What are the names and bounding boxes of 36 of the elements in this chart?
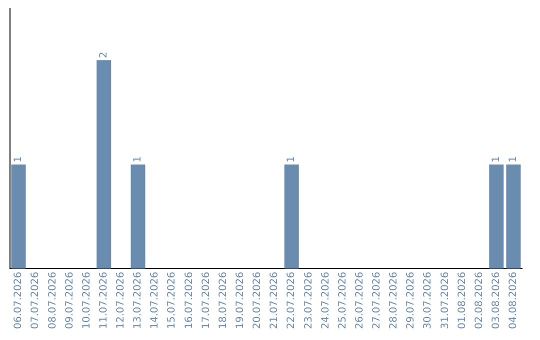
x-tick-label: 19.07.2026 xyxy=(234,272,246,330)
x-tick-label: 30.07.2026 xyxy=(422,272,434,330)
x-tick-label: 06.07.2026 xyxy=(13,272,24,330)
data-label: 1 xyxy=(490,156,502,162)
x-tick-label: 02.08.2026 xyxy=(474,272,485,330)
x-tick-label: 23.07.2026 xyxy=(303,272,314,330)
x-tick-label: 07.07.2026 xyxy=(30,272,42,330)
x-tick-label: 03.08.2026 xyxy=(490,272,502,330)
data-label: 2 xyxy=(98,52,110,58)
x-tick-label: 31.07.2026 xyxy=(440,272,451,330)
x-tick-label: 01.08.2026 xyxy=(456,272,468,330)
data-label: 1 xyxy=(13,156,24,162)
data-label: 1 xyxy=(508,156,520,162)
x-tick-label: 04.08.2026 xyxy=(508,272,520,330)
x-tick-label: 29.07.2026 xyxy=(406,272,417,330)
x-tick-label: 10.07.2026 xyxy=(81,272,92,330)
x-tick-label: 20.07.2026 xyxy=(252,272,264,330)
x-tick-label: 21.07.2026 xyxy=(269,272,280,330)
x-tick-label: 11.07.2026 xyxy=(98,272,110,330)
x-tick-label: 12.07.2026 xyxy=(116,272,127,330)
x-tick-label: 15.07.2026 xyxy=(166,272,178,330)
data-label: 1 xyxy=(132,156,144,162)
x-tick-label: 26.07.2026 xyxy=(354,272,366,330)
x-tick-label: 08.07.2026 xyxy=(47,272,58,330)
x-tick-label: 18.07.2026 xyxy=(218,272,229,330)
x-tick-label: 22.07.2026 xyxy=(286,272,298,330)
x-tick-label: 24.07.2026 xyxy=(320,272,332,330)
x-tick-label: 09.07.2026 xyxy=(64,272,76,330)
x-tick-label: 28.07.2026 xyxy=(388,272,400,330)
x-tick-label: 14.07.2026 xyxy=(150,272,161,330)
x-tick-label: 27.07.2026 xyxy=(372,272,383,330)
x-tick-label: 17.07.2026 xyxy=(200,272,212,330)
x-tick-label: 16.07.2026 xyxy=(184,272,195,330)
data-label: 1 xyxy=(286,156,298,162)
x-tick-label: 25.07.2026 xyxy=(337,272,348,330)
x-tick-label: 13.07.2026 xyxy=(132,272,144,330)
